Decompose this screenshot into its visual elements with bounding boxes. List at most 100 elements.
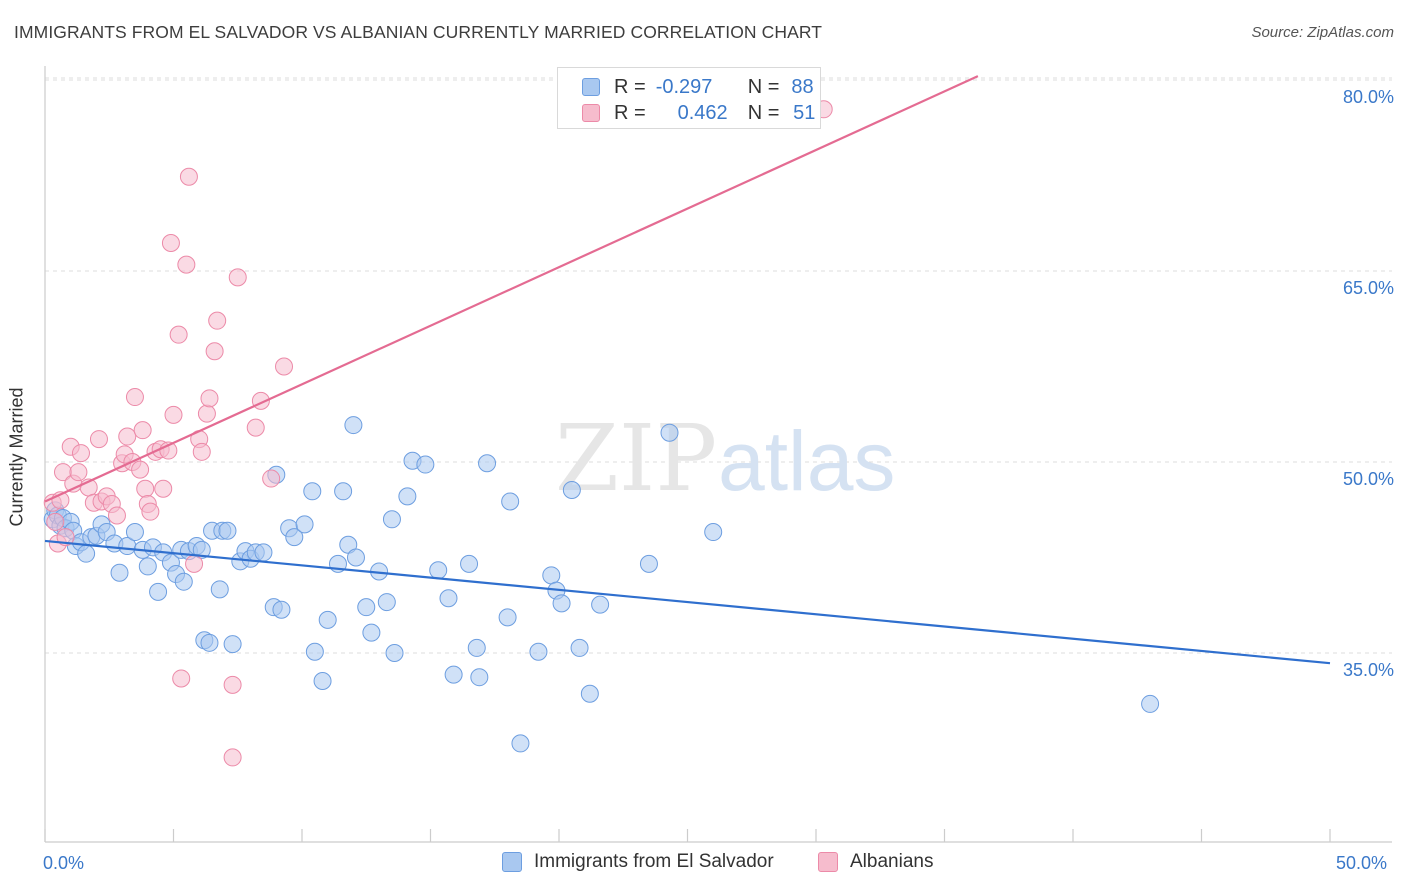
data-point-el-salvador (285, 528, 304, 547)
correlation-legend: R = -0.297 N = 88 R = 0.462 N = 51 (557, 67, 821, 129)
data-point-albanians (161, 233, 180, 252)
data-point-el-salvador (200, 633, 219, 652)
series-legend: Immigrants from El Salvador Albanians (0, 851, 1406, 877)
data-point-el-salvador (334, 482, 353, 501)
data-point-albanians (192, 442, 211, 461)
data-point-albanians (56, 528, 75, 547)
data-point-albanians (205, 342, 224, 361)
data-point-albanians (71, 444, 90, 463)
series-legend-el-salvador[interactable]: Immigrants from El Salvador (502, 851, 774, 873)
data-point-el-salvador (218, 521, 237, 540)
series-label-albanians: Albanians (850, 851, 934, 872)
data-point-el-salvador (305, 642, 324, 661)
legend-r-label: R = (614, 75, 646, 98)
data-point-el-salvador (385, 644, 404, 662)
watermark: ZIP atlas (555, 405, 895, 512)
data-point-albanians (262, 469, 281, 488)
data-point-el-salvador (529, 642, 548, 661)
data-point-albanians (69, 463, 88, 482)
data-point-el-salvador (77, 544, 96, 563)
data-point-el-salvador (439, 589, 458, 608)
y-axis-label: Currently Married (6, 387, 27, 527)
data-point-albanians (179, 167, 198, 186)
data-point-el-salvador (254, 543, 273, 562)
series-legend-albanians[interactable]: Albanians (818, 851, 933, 873)
data-point-el-salvador (552, 594, 571, 613)
data-point-albanians (275, 357, 294, 376)
data-point-el-salvador (416, 455, 435, 474)
data-point-el-salvador (303, 482, 322, 501)
axes (44, 66, 1392, 843)
legend-n-value: 88 (791, 75, 814, 98)
data-point-albanians (46, 512, 65, 531)
data-point-el-salvador (398, 487, 417, 506)
data-point-albanians (141, 502, 160, 521)
data-point-albanians (200, 389, 219, 408)
data-point-el-salvador (192, 540, 211, 559)
data-point-albanians (223, 748, 242, 767)
data-point-el-salvador (542, 566, 561, 585)
data-point-el-salvador (149, 582, 168, 601)
x-tick-max: 50.0% (1336, 853, 1388, 873)
data-point-albanians (136, 479, 155, 498)
data-point-el-salvador (313, 672, 332, 691)
data-point-albanians (172, 669, 191, 688)
y-tick-label: 65.0% (1342, 278, 1394, 298)
series-swatch-blue (502, 852, 522, 872)
data-point-albanians (177, 255, 196, 274)
legend-n-value: 51 (793, 101, 816, 124)
legend-n-label: N = (747, 101, 780, 124)
data-point-el-salvador (501, 492, 520, 511)
data-point-el-salvador (478, 454, 497, 473)
data-point-el-salvador (295, 515, 314, 534)
y-tick-label: 35.0% (1342, 660, 1394, 680)
legend-r-value: 0.462 (677, 101, 728, 124)
data-point-el-salvador (110, 563, 129, 582)
data-point-el-salvador (570, 638, 589, 657)
data-point-albanians (118, 427, 137, 446)
legend-r-value: -0.297 (655, 75, 713, 98)
x-tick-min: 0.0% (43, 853, 85, 873)
series-albanians-points (43, 100, 833, 767)
series-swatch-pink (818, 852, 838, 872)
watermark-atlas: atlas (718, 414, 895, 508)
data-point-albanians (185, 554, 204, 573)
data-point-el-salvador (498, 608, 517, 627)
data-point-albanians (107, 506, 126, 525)
data-point-albanians (228, 268, 247, 287)
data-point-el-salvador (429, 561, 448, 580)
data-point-albanians (133, 421, 152, 440)
legend-row-el-salvador: R = -0.297 N = 88 (582, 75, 814, 99)
trend-lines (44, 75, 1331, 665)
watermark-zip: ZIP (555, 405, 717, 512)
data-point-el-salvador (210, 580, 229, 599)
data-point-albanians (223, 675, 242, 694)
chart-title: IMMIGRANTS FROM EL SALVADOR VS ALBANIAN … (14, 22, 823, 42)
data-point-el-salvador (318, 610, 337, 629)
y-tick-label: 80.0% (1342, 87, 1394, 107)
data-point-el-salvador (1141, 694, 1160, 713)
data-point-el-salvador (704, 523, 723, 542)
data-point-el-salvador (511, 734, 530, 753)
data-point-el-salvador (138, 557, 157, 576)
series-label-el-salvador: Immigrants from El Salvador (534, 851, 774, 872)
data-point-el-salvador (580, 684, 599, 703)
data-point-el-salvador (272, 600, 291, 619)
legend-row-albanians: R = 0.462 N = 51 (582, 101, 815, 125)
data-point-el-salvador (660, 423, 679, 442)
data-point-el-salvador (344, 416, 363, 435)
data-point-el-salvador (444, 665, 463, 684)
data-point-albanians (125, 388, 144, 407)
data-point-el-salvador (591, 595, 610, 614)
data-point-el-salvador (357, 598, 376, 617)
data-point-el-salvador (362, 623, 381, 642)
data-point-albanians (164, 405, 183, 424)
data-point-albanians (197, 404, 216, 423)
data-point-el-salvador (639, 554, 658, 573)
data-point-el-salvador (125, 523, 144, 542)
data-point-el-salvador (223, 635, 242, 654)
y-tick-label: 50.0% (1342, 469, 1394, 489)
data-point-el-salvador (346, 548, 365, 567)
legend-swatch-pink (582, 104, 600, 122)
